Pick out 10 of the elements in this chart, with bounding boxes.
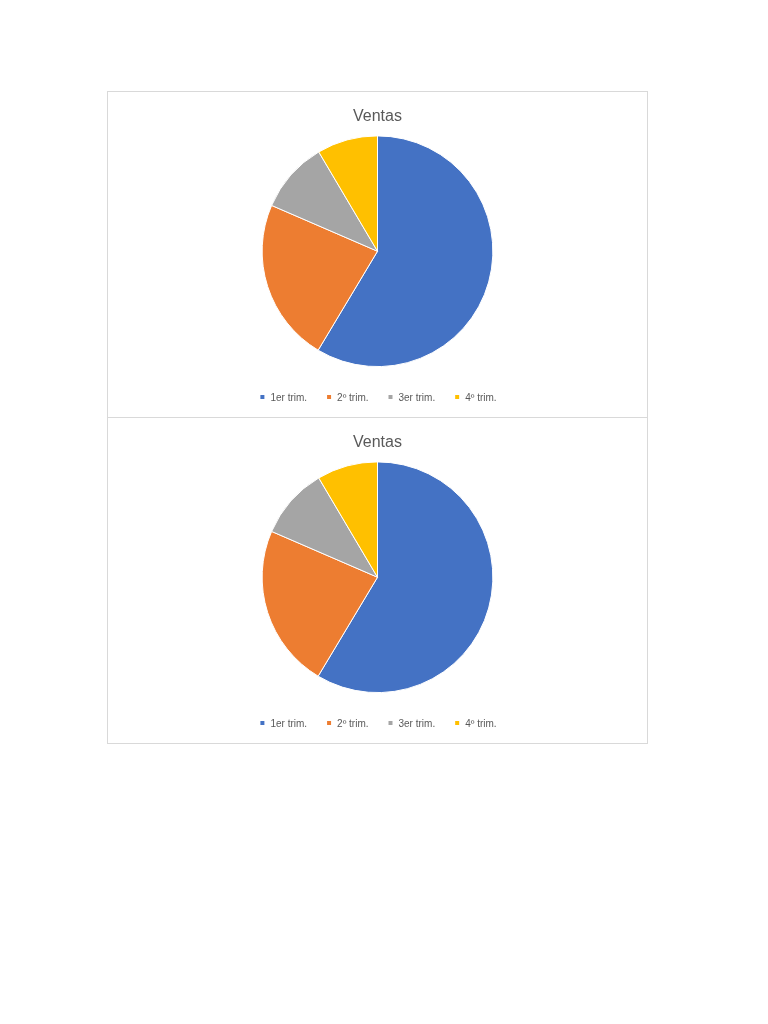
chart-title: Ventas bbox=[353, 106, 402, 124]
legend-label: 2º trim. bbox=[337, 391, 369, 403]
legend-label: 2º trim. bbox=[337, 717, 369, 729]
chart-title: Ventas bbox=[353, 432, 402, 450]
legend-label: 1er trim. bbox=[270, 717, 308, 729]
legend-label: 4º trim. bbox=[465, 391, 497, 403]
legend-label: 3er trim. bbox=[398, 717, 436, 729]
legend-label: 3er trim. bbox=[398, 391, 436, 403]
legend-label: 4º trim. bbox=[465, 717, 497, 729]
legend-label: 1er trim. bbox=[270, 391, 308, 403]
